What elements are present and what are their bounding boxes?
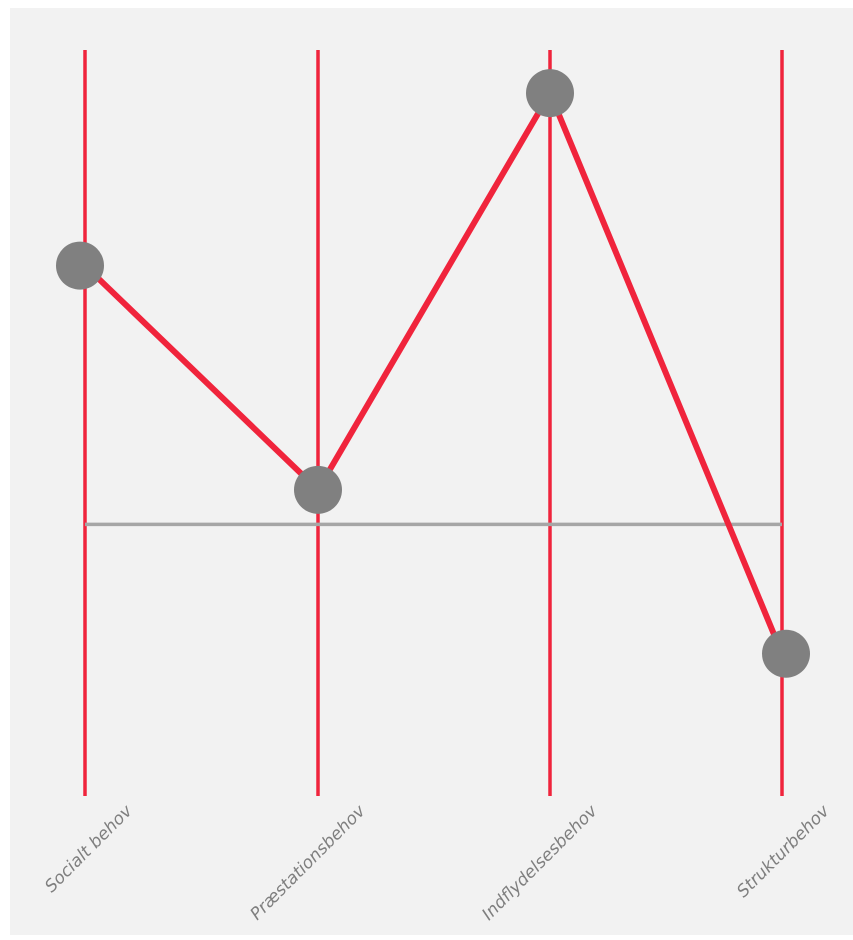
data-point-4 xyxy=(762,629,810,678)
series-line xyxy=(82,90,785,655)
chart-background xyxy=(10,8,853,935)
data-points xyxy=(56,69,810,678)
data-point-3 xyxy=(526,69,574,118)
data-point-2 xyxy=(294,465,342,514)
data-point-1 xyxy=(56,241,104,290)
